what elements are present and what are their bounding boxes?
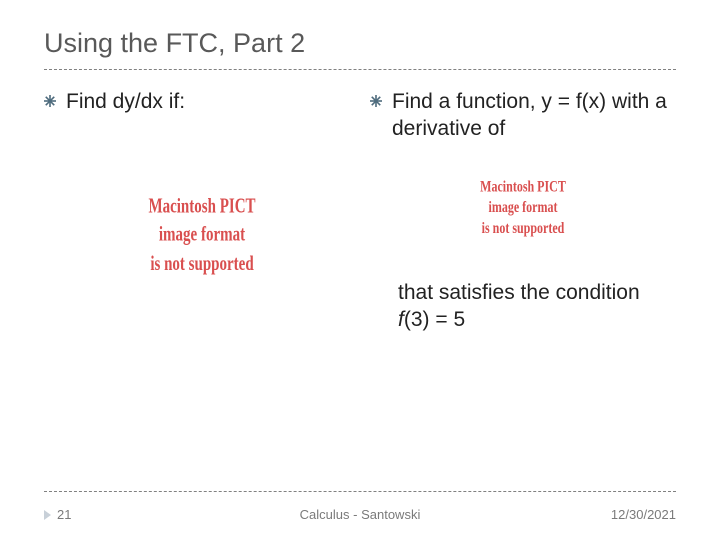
- pict-line: Macintosh PICT: [54, 193, 350, 221]
- pict-line: is not supported: [370, 217, 676, 238]
- pict-placeholder-left: Macintosh PICT image format is not suppo…: [54, 193, 350, 278]
- pict-line: Macintosh PICT: [370, 175, 676, 196]
- footer-divider: [44, 491, 676, 492]
- title-divider: [44, 69, 676, 70]
- footer: 21 Calculus - Santowski 12/30/2021: [44, 507, 676, 522]
- triangle-icon: [44, 510, 51, 520]
- left-column: Find dy/dx if: Macintosh PICT image form…: [44, 88, 350, 520]
- pict-placeholder-right: Macintosh PICT image format is not suppo…: [370, 175, 676, 238]
- burst-icon: [370, 95, 382, 107]
- pict-line: image format: [370, 196, 676, 217]
- below-text-part3: (3) = 5: [404, 308, 465, 331]
- burst-icon: [44, 95, 56, 107]
- left-bullet-text: Find dy/dx if:: [66, 88, 185, 115]
- right-below-text: that satisfies the condition f(3) = 5: [398, 279, 676, 334]
- slide-number: 21: [57, 507, 71, 522]
- bullet-row-right: Find a function, y = f(x) with a derivat…: [370, 88, 676, 143]
- content-area: Find dy/dx if: Macintosh PICT image form…: [44, 88, 676, 520]
- pict-line: is not supported: [54, 250, 350, 278]
- slide-number-group: 21: [44, 507, 71, 522]
- bullet-row-left: Find dy/dx if:: [44, 88, 350, 115]
- footer-date: 12/30/2021: [611, 507, 676, 522]
- slide-title: Using the FTC, Part 2: [44, 28, 676, 69]
- right-bullet-text: Find a function, y = f(x) with a derivat…: [392, 88, 676, 143]
- footer-center-text: Calculus - Santowski: [300, 507, 421, 522]
- pict-line: image format: [54, 221, 350, 249]
- below-text-part1: that satisfies the condition: [398, 281, 640, 304]
- right-column: Find a function, y = f(x) with a derivat…: [370, 88, 676, 520]
